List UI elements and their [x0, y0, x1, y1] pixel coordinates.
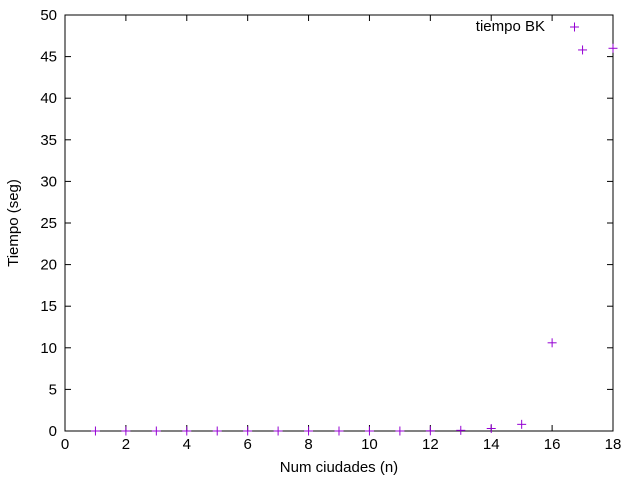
x-tick-label: 2: [122, 436, 130, 453]
x-tick-label: 18: [605, 436, 622, 453]
data-point: [182, 426, 192, 436]
data-point: [425, 426, 435, 436]
data-point: [364, 426, 374, 436]
data-point: [608, 43, 618, 53]
data-point: [151, 426, 161, 436]
data-points: [90, 43, 618, 436]
x-tick-label: 8: [304, 436, 312, 453]
data-point: [486, 424, 496, 434]
x-axis-label: Num ciudades (n): [280, 459, 398, 476]
data-point: [304, 426, 314, 436]
x-tick-label: 4: [183, 436, 191, 453]
data-point: [578, 45, 588, 55]
plot-area: [64, 14, 614, 432]
x-tick-label: 12: [422, 436, 439, 453]
data-point: [547, 338, 557, 348]
data-point: [517, 419, 527, 429]
y-tick-label: 35: [40, 132, 57, 149]
y-tick-label: 10: [40, 340, 57, 357]
y-tick-label: 40: [40, 90, 57, 107]
data-point: [121, 426, 131, 436]
y-tick-label: 5: [49, 381, 57, 398]
y-tick-label: 30: [40, 173, 57, 190]
y-tick-label: 50: [40, 7, 57, 24]
data-point: [90, 426, 100, 436]
y-axis-label: Tiempo (seg): [5, 179, 22, 267]
x-tick-label: 6: [243, 436, 251, 453]
x-tick-label: 10: [361, 436, 378, 453]
data-point: [395, 426, 405, 436]
x-tick-label: 14: [483, 436, 500, 453]
legend: tiempo BK: [476, 18, 579, 35]
y-tick-label: 20: [40, 257, 57, 274]
axis-tick-labels: 0 2 4 6 8 10 12 14 16 18 0 5 10 15 20 25 30 35 40 45 50: [40, 7, 621, 453]
data-point: [456, 425, 466, 435]
y-tick-label: 15: [40, 298, 57, 315]
x-tick-label: 16: [544, 436, 561, 453]
data-point: [273, 426, 283, 436]
data-point: [212, 426, 222, 436]
data-point: [334, 426, 344, 436]
data-point: [243, 426, 253, 436]
y-tick-label: 0: [49, 423, 57, 440]
x-tick-label: 0: [61, 436, 69, 453]
legend-label: tiempo BK: [476, 18, 545, 35]
y-tick-label: 45: [40, 49, 57, 66]
y-tick-label: 25: [40, 215, 57, 232]
